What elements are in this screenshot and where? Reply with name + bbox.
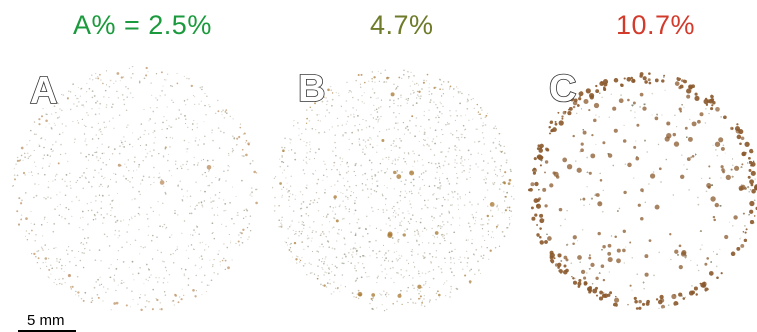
- panel-b-percent: 4.7%: [370, 10, 434, 40]
- disk-a-texture: [12, 66, 258, 312]
- disk-c-texture: [528, 72, 757, 310]
- scale-bar-label: 5 mm: [27, 312, 65, 329]
- panel-b-letter: B: [297, 67, 326, 111]
- panel-c-letter: C: [548, 67, 577, 111]
- sample-disk-b: [272, 68, 515, 312]
- panel-a-letter: A: [29, 69, 58, 113]
- sample-disk-a: [12, 66, 260, 314]
- panel-c-percent: 10.7%: [616, 10, 696, 40]
- disk-b-texture: [272, 69, 515, 312]
- panel-a-percent: A% = 2.5%: [73, 10, 212, 40]
- scale-bar-line: [18, 330, 76, 332]
- sample-disk-c: [528, 72, 757, 310]
